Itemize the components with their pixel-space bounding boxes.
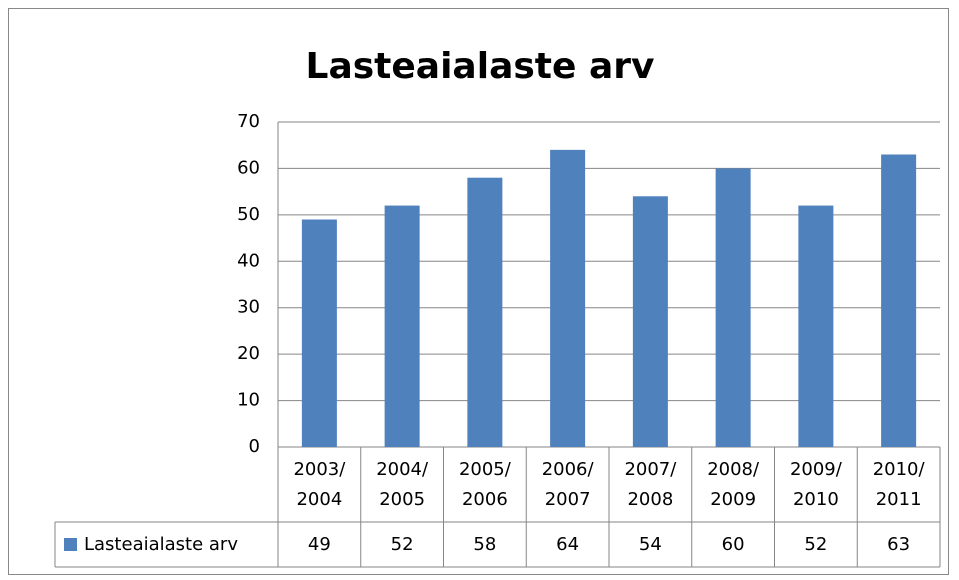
table-value: 52 <box>390 534 414 555</box>
bar <box>550 149 586 447</box>
y-tick-label: 60 <box>237 157 260 178</box>
y-tick-label: 40 <box>237 250 260 271</box>
bar <box>384 205 420 447</box>
table-value: 63 <box>887 534 911 555</box>
y-tick-label: 70 <box>237 111 260 132</box>
y-tick-label: 0 <box>249 436 260 457</box>
legend-label: Lasteaialaste arv <box>84 534 238 555</box>
bar <box>715 168 751 447</box>
bar <box>301 219 337 447</box>
table-value: 49 <box>307 534 331 555</box>
bar <box>798 205 834 447</box>
x-tick-label: 2005/ 2006 <box>458 459 511 510</box>
y-tick-label: 30 <box>237 297 260 318</box>
y-tick-label: 10 <box>237 390 260 411</box>
x-tick-label: 2009/ 2010 <box>789 459 842 510</box>
legend-key <box>64 538 77 551</box>
y-tick-label: 50 <box>237 204 260 225</box>
x-tick-label: 2003/ 2004 <box>293 459 346 510</box>
x-tick-label: 2004/ 2005 <box>376 459 429 510</box>
x-tick-label: 2006/ 2007 <box>541 459 594 510</box>
table-value: 64 <box>556 534 580 555</box>
table-value: 58 <box>473 534 497 555</box>
table-value: 54 <box>638 534 662 555</box>
bar <box>881 154 917 447</box>
x-tick-label: 2010/ 2011 <box>872 459 925 510</box>
table-value: 52 <box>804 534 828 555</box>
bar <box>467 177 503 447</box>
bar <box>632 196 668 447</box>
y-tick-label: 20 <box>237 343 260 364</box>
table-value: 60 <box>721 534 745 555</box>
chart-title: Lasteaialaste arv <box>306 46 655 87</box>
x-tick-label: 2008/ 2009 <box>707 459 760 510</box>
x-tick-label: 2007/ 2008 <box>624 459 677 510</box>
